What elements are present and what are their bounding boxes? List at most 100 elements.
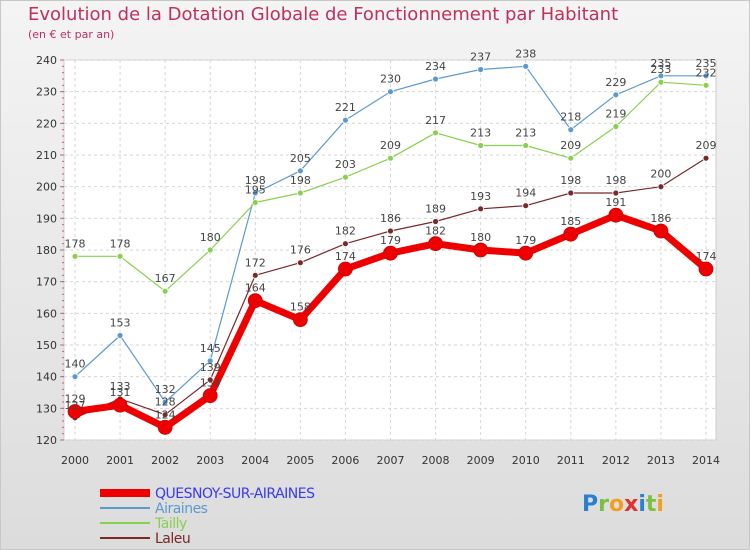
- tick-label-y: 200: [36, 181, 57, 194]
- data-label: 219: [605, 108, 626, 121]
- data-label: 218: [560, 111, 581, 124]
- tick-label-x: 2002: [151, 454, 179, 467]
- data-label: 194: [515, 187, 536, 200]
- tick-label-x: 2010: [512, 454, 540, 467]
- data-label: 191: [605, 196, 626, 209]
- data-label: 186: [380, 212, 401, 225]
- logo-letter: r: [598, 492, 609, 517]
- data-point: [342, 173, 349, 181]
- data-point: [698, 261, 714, 277]
- data-label: 174: [696, 250, 717, 263]
- data-label: 132: [155, 383, 176, 396]
- data-label: 140: [65, 358, 86, 371]
- legend-label: QUESNOY-SUR-AIRAINES: [155, 486, 315, 502]
- tick-label-y: 130: [36, 402, 57, 415]
- data-label: 198: [245, 174, 266, 187]
- tick-label-y: 160: [36, 307, 57, 320]
- data-point: [567, 154, 575, 162]
- data-label: 182: [425, 225, 446, 238]
- logo-letter: i: [638, 492, 646, 517]
- data-label: 234: [425, 60, 446, 73]
- logo-letter: x: [624, 492, 639, 517]
- data-label: 128: [155, 396, 176, 409]
- logo-letter: P: [582, 492, 599, 517]
- tick-label-x: 2009: [467, 454, 495, 467]
- data-point: [522, 142, 530, 149]
- data-label: 153: [110, 317, 131, 330]
- data-label: 205: [290, 152, 311, 165]
- data-label: 221: [335, 101, 356, 114]
- data-label: 179: [380, 234, 401, 247]
- tick-label-y: 240: [36, 54, 57, 67]
- data-label: 217: [425, 114, 446, 127]
- data-label: 185: [560, 215, 581, 228]
- data-point: [296, 259, 304, 267]
- data-point: [157, 419, 173, 435]
- data-point: [702, 81, 710, 89]
- data-point: [428, 236, 443, 252]
- data-point: [387, 227, 394, 235]
- data-point: [473, 242, 489, 258]
- tick-label-y: 170: [36, 276, 57, 289]
- data-point: [702, 72, 710, 80]
- data-point: [387, 88, 394, 96]
- data-point: [116, 332, 124, 339]
- logo-letter: i: [656, 492, 664, 517]
- data-label: 134: [200, 377, 221, 390]
- data-point: [71, 252, 79, 260]
- data-point: [522, 62, 530, 70]
- data-label: 230: [380, 73, 401, 86]
- tick-label-x: 2005: [286, 454, 314, 467]
- data-point: [251, 189, 259, 197]
- data-label: 131: [110, 386, 131, 399]
- data-label: 129: [65, 393, 86, 406]
- data-label: 145: [200, 342, 221, 355]
- data-point: [206, 376, 214, 384]
- data-label: 164: [245, 282, 266, 295]
- data-point: [432, 75, 439, 83]
- data-label: 124: [155, 408, 176, 421]
- data-point: [657, 183, 665, 191]
- data-label: 174: [335, 250, 356, 263]
- tick-label-x: 2001: [106, 454, 134, 467]
- data-label: 172: [245, 256, 266, 269]
- data-point: [251, 199, 259, 206]
- data-point: [292, 312, 308, 328]
- tick-label-y: 230: [36, 86, 57, 99]
- tick-label-x: 2000: [61, 454, 89, 467]
- data-label: 195: [245, 184, 266, 197]
- data-point: [702, 154, 710, 162]
- data-point: [657, 78, 665, 86]
- tick-label-y: 120: [36, 434, 57, 447]
- tick-label-x: 2008: [422, 454, 450, 467]
- data-label: 209: [560, 139, 581, 152]
- proxiti-logo: Proxiti: [582, 492, 664, 517]
- data-point: [251, 271, 259, 279]
- data-point: [518, 245, 534, 261]
- data-label: 198: [290, 174, 311, 187]
- data-label: 178: [65, 237, 86, 250]
- data-point: [342, 116, 349, 124]
- data-label: 193: [470, 190, 491, 203]
- tick-label-y: 220: [36, 117, 57, 130]
- data-label: 158: [290, 301, 311, 314]
- data-label: 133: [110, 380, 131, 393]
- data-label: 200: [650, 168, 671, 181]
- data-label: 209: [696, 139, 717, 152]
- tick-label-y: 190: [36, 212, 57, 225]
- tick-label-y: 210: [36, 149, 57, 162]
- logo-letter: o: [608, 492, 625, 517]
- data-point: [477, 66, 485, 73]
- chart-subtitle: (en € et par an): [28, 28, 115, 41]
- data-point: [567, 189, 575, 197]
- data-point: [116, 252, 124, 260]
- data-point: [342, 240, 349, 248]
- data-label: 189: [425, 203, 446, 216]
- data-point: [477, 205, 485, 213]
- data-point: [477, 142, 485, 149]
- data-point: [522, 202, 530, 210]
- legend-label: Laleu: [155, 531, 190, 547]
- logo-letter: t: [645, 492, 657, 517]
- data-point: [161, 287, 169, 295]
